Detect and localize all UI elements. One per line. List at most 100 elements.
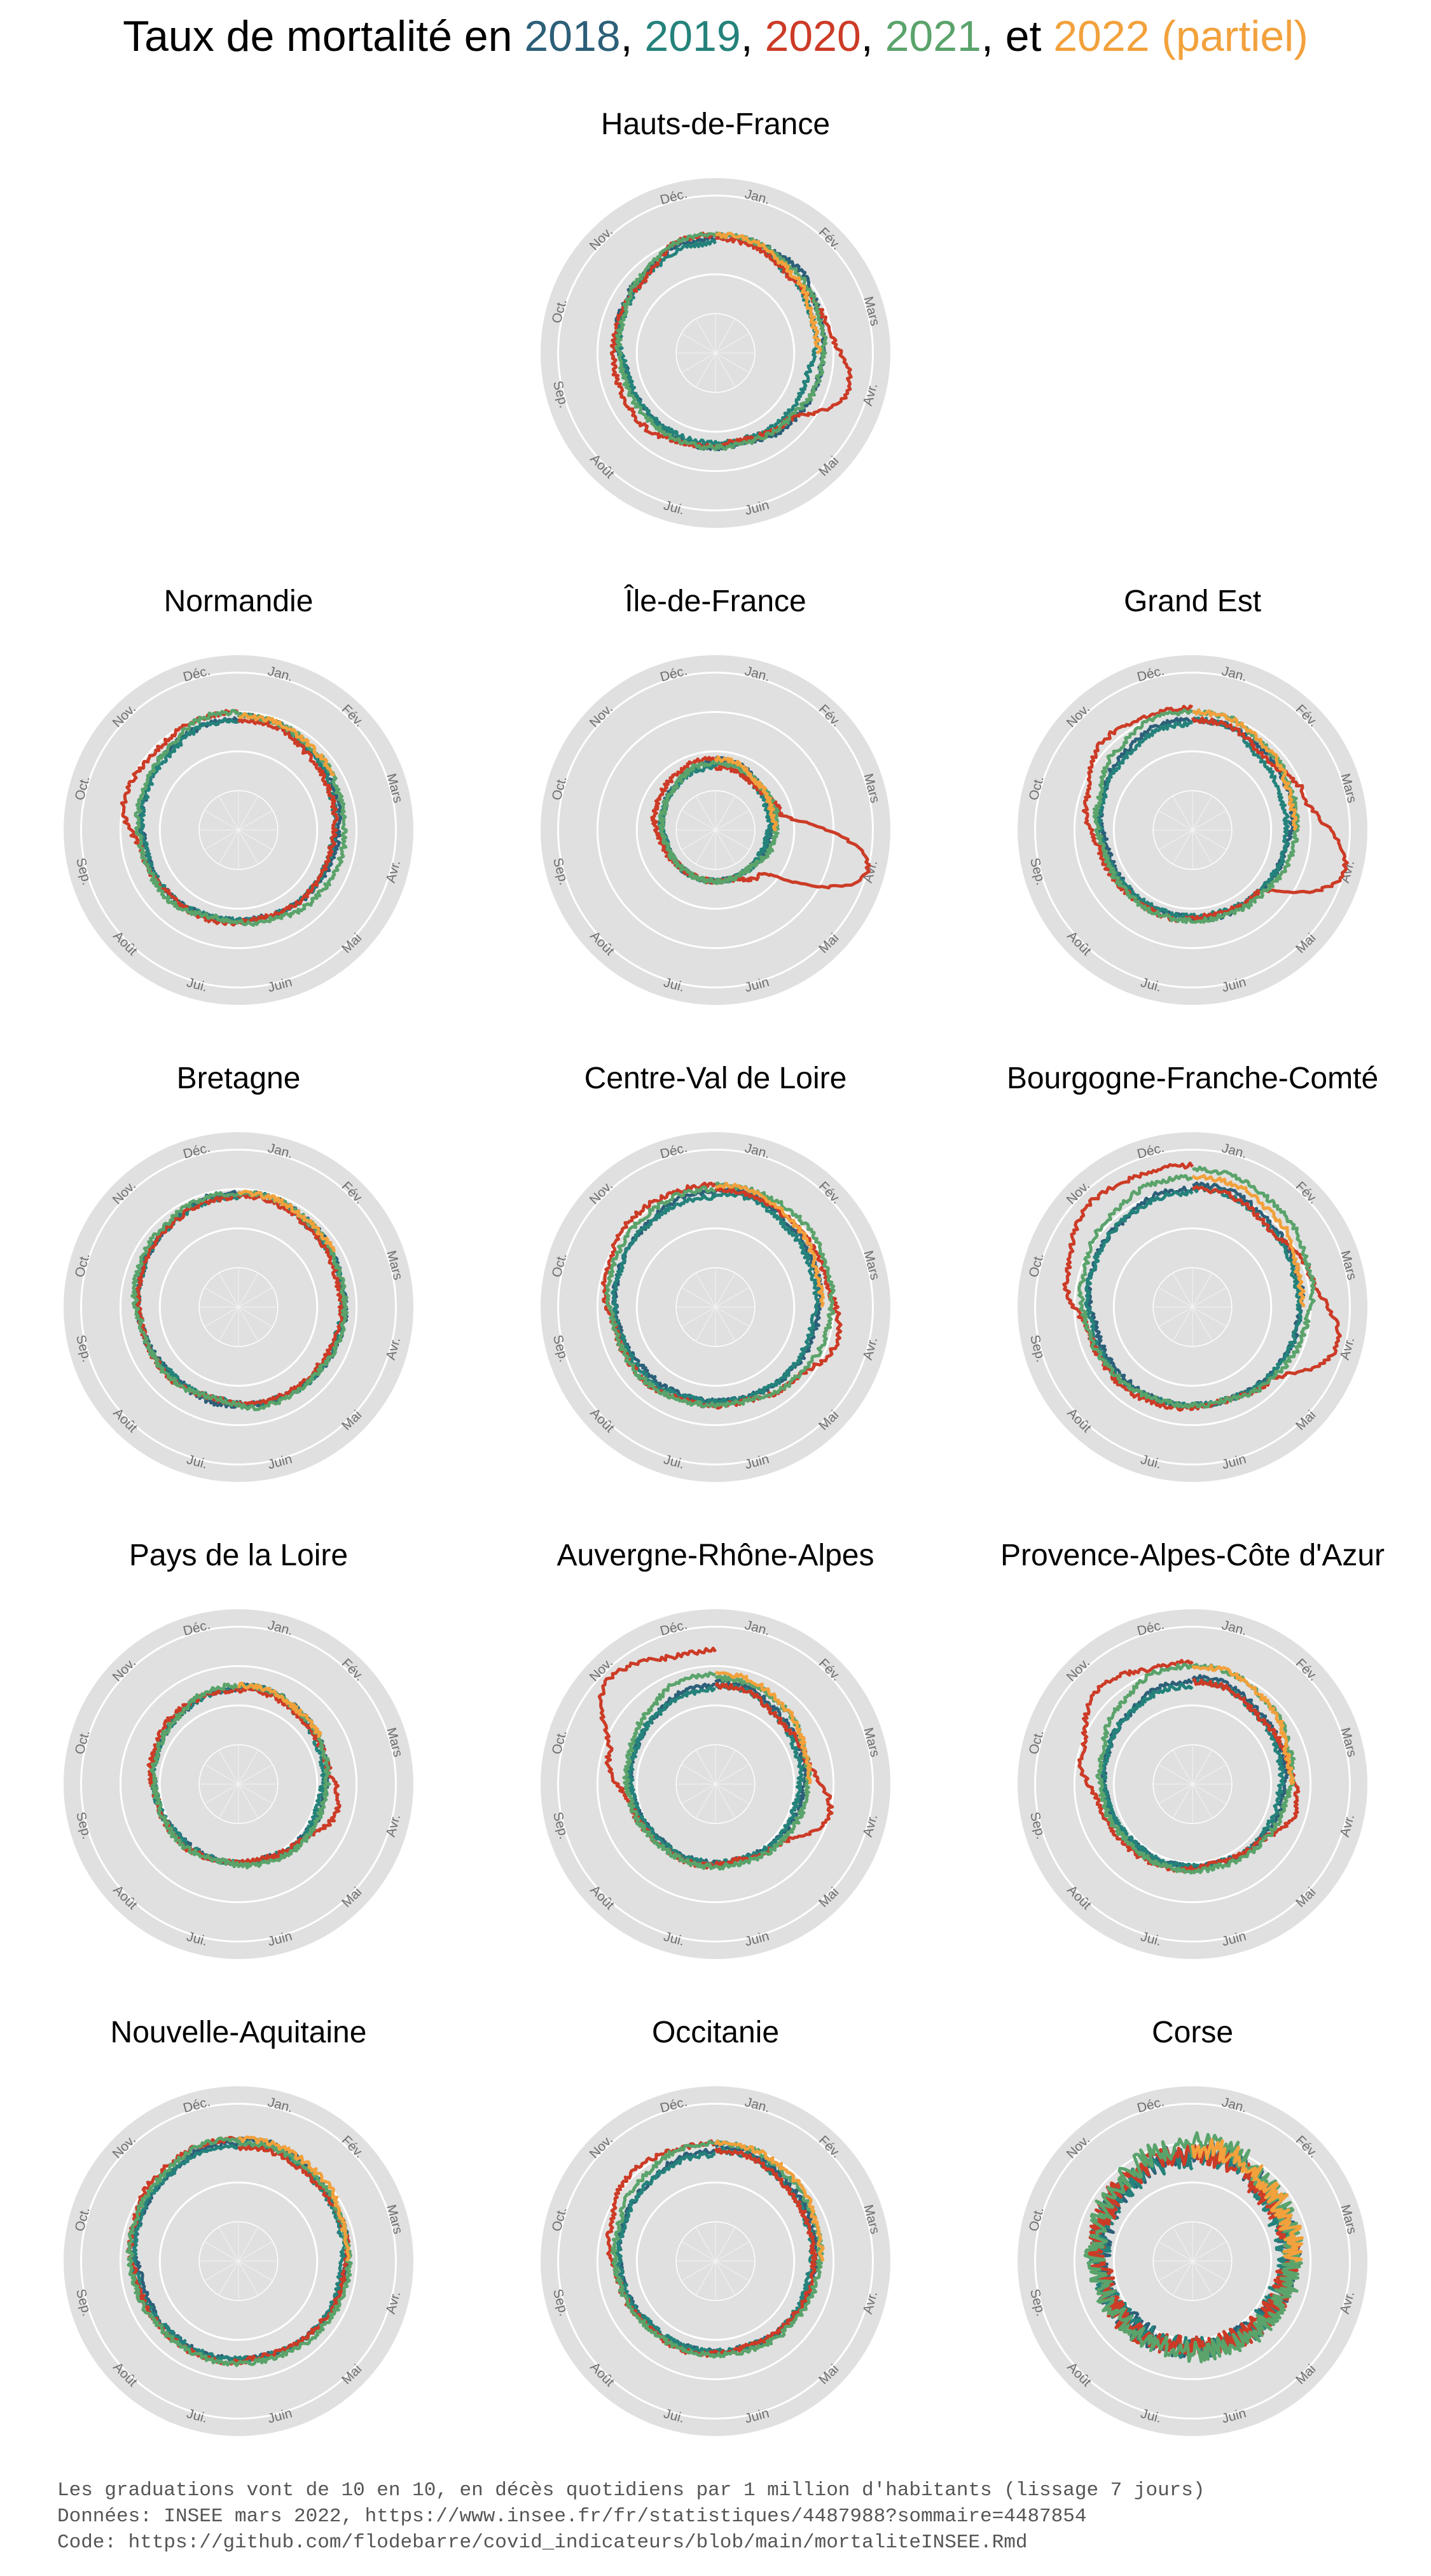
spoke-gridline <box>681 810 716 831</box>
panel-title: Pays de la Loire <box>128 1539 349 1572</box>
spoke-gridline <box>681 333 716 354</box>
spoke-gridline <box>715 1750 736 1785</box>
series-line-2021 <box>130 1190 349 1411</box>
spoke-gridline <box>681 1287 716 1308</box>
title-year-2022: 2022 (partiel) <box>1053 12 1308 60</box>
spoke-gridline <box>715 1783 750 1804</box>
series-line-2022 <box>1191 1664 1295 1786</box>
spoke-gridline <box>1192 1273 1213 1308</box>
spoke-gridline <box>238 2241 273 2262</box>
radial-gridline <box>1112 1227 1273 1387</box>
spoke-gridline <box>695 319 716 354</box>
spoke-gridline <box>695 829 716 864</box>
spoke-gridline <box>681 1783 716 1804</box>
spoke-gridline <box>238 1750 259 1785</box>
radial-gridline <box>1034 1626 1351 1942</box>
radial-gridline <box>596 710 835 950</box>
panel-title: Provence-Alpes-Côte d'Azur <box>1000 1539 1385 1572</box>
spoke-gridline <box>715 829 750 850</box>
polar-chart: Jan.Fév.MarsAvr.MaiJuinJui.AoûtSep.Oct.N… <box>64 2086 413 2436</box>
spoke-gridline <box>1192 796 1213 831</box>
spoke-gridline <box>695 1783 716 1818</box>
spoke-gridline <box>715 352 736 387</box>
spoke-gridline <box>715 2261 736 2296</box>
spoke-gridline <box>715 2241 750 2262</box>
panel-title: Nouvelle-Aquitaine <box>110 2016 367 2049</box>
spoke-gridline <box>681 1306 716 1327</box>
spoke-gridline <box>715 1306 736 1341</box>
series-line-2022 <box>1192 709 1298 831</box>
spoke-gridline <box>715 319 736 354</box>
radial-gridline <box>80 672 397 988</box>
spoke-gridline <box>1158 1783 1193 1804</box>
spoke-gridline <box>1192 2227 1213 2262</box>
title-sep-1: , <box>620 12 645 60</box>
spoke-gridline <box>204 2261 239 2282</box>
radial-gridline <box>119 1665 358 1904</box>
spoke-gridline <box>715 1273 736 1308</box>
panel-title: Normandie <box>163 585 314 618</box>
panel-title: Occitanie <box>651 2016 780 2049</box>
title-prefix: Taux de mortalité en <box>123 12 525 60</box>
series-line-2022 <box>238 2135 350 2262</box>
polar-chart: Jan.Fév.MarsAvr.MaiJuinJui.AoûtSep.Oct.N… <box>541 2086 890 2436</box>
spoke-gridline <box>681 2241 716 2262</box>
series-line-2019 <box>138 712 339 925</box>
radial-gridline <box>1112 1704 1273 1864</box>
spoke-gridline <box>238 1783 273 1804</box>
series-line-2021 <box>1077 1165 1316 1409</box>
polar-chart: Jan.Fév.MarsAvr.MaiJuinJui.AoûtSep.Oct.N… <box>541 1132 890 1482</box>
spoke-gridline <box>695 796 716 831</box>
panel-title: Bourgogne-Franche-Comté <box>1006 1062 1379 1095</box>
radial-gridline <box>158 1227 319 1387</box>
title-year-2021: 2021 <box>885 12 981 60</box>
spoke-gridline <box>715 1764 750 1785</box>
series-line-2019 <box>130 2139 347 2363</box>
title-sep-2: , <box>740 12 765 60</box>
series-line-2022 <box>238 712 335 777</box>
spoke-gridline <box>1172 1783 1193 1818</box>
spoke-gridline <box>695 2227 716 2262</box>
series-line-2022 <box>715 1670 812 1785</box>
radial-gridline <box>557 1149 874 1465</box>
spoke-gridline <box>218 796 239 831</box>
series-line-2022 <box>714 755 778 832</box>
spoke-gridline <box>238 1764 273 1785</box>
series-line-2021 <box>604 1181 836 1409</box>
radial-gridline <box>557 195 874 511</box>
polar-chart: Jan.Fév.MarsAvr.MaiJuinJui.AoûtSep.Oct.N… <box>1018 1132 1367 1482</box>
title-year-2019: 2019 <box>644 12 741 60</box>
spoke-gridline <box>1172 1273 1193 1308</box>
spoke-gridline <box>715 1306 750 1327</box>
spoke-gridline <box>1172 2227 1193 2262</box>
series-line-2021 <box>1095 1663 1296 1875</box>
spoke-gridline <box>715 796 736 831</box>
series-line-2021 <box>610 2139 824 2359</box>
polar-chart: Jan.Fév.MarsAvr.MaiJuinJui.AoûtSep.Oct.N… <box>1018 1609 1367 1959</box>
series-line-2022 <box>1191 1174 1306 1308</box>
spoke-gridline <box>681 829 716 850</box>
radial-gridline <box>158 750 319 910</box>
spoke-gridline <box>238 829 273 850</box>
chart-title: Taux de mortalité en 2018, 2019, 2020, 2… <box>0 11 1431 61</box>
radial-gridline <box>1034 672 1351 988</box>
series-line-2021 <box>149 1682 331 1870</box>
spoke-gridline <box>1158 810 1193 831</box>
spoke-gridline <box>1192 2241 1227 2262</box>
spoke-gridline <box>1172 796 1193 831</box>
spoke-gridline <box>204 810 239 831</box>
spoke-gridline <box>715 333 750 354</box>
spoke-gridline <box>1158 2241 1193 2262</box>
title-sep-4: , et <box>981 12 1054 60</box>
caption-line-2: Données: INSEE mars 2022, https://www.in… <box>57 2505 1087 2528</box>
spoke-gridline <box>238 829 259 864</box>
spoke-gridline <box>204 829 239 850</box>
radial-gridline <box>635 1227 796 1387</box>
spoke-gridline <box>1158 2261 1193 2282</box>
series-line-2022 <box>237 1682 322 1738</box>
spoke-gridline <box>218 2261 239 2296</box>
spoke-gridline <box>218 1273 239 1308</box>
radial-gridline <box>80 2103 397 2420</box>
spoke-gridline <box>238 2227 259 2262</box>
spoke-gridline <box>218 1783 239 1818</box>
